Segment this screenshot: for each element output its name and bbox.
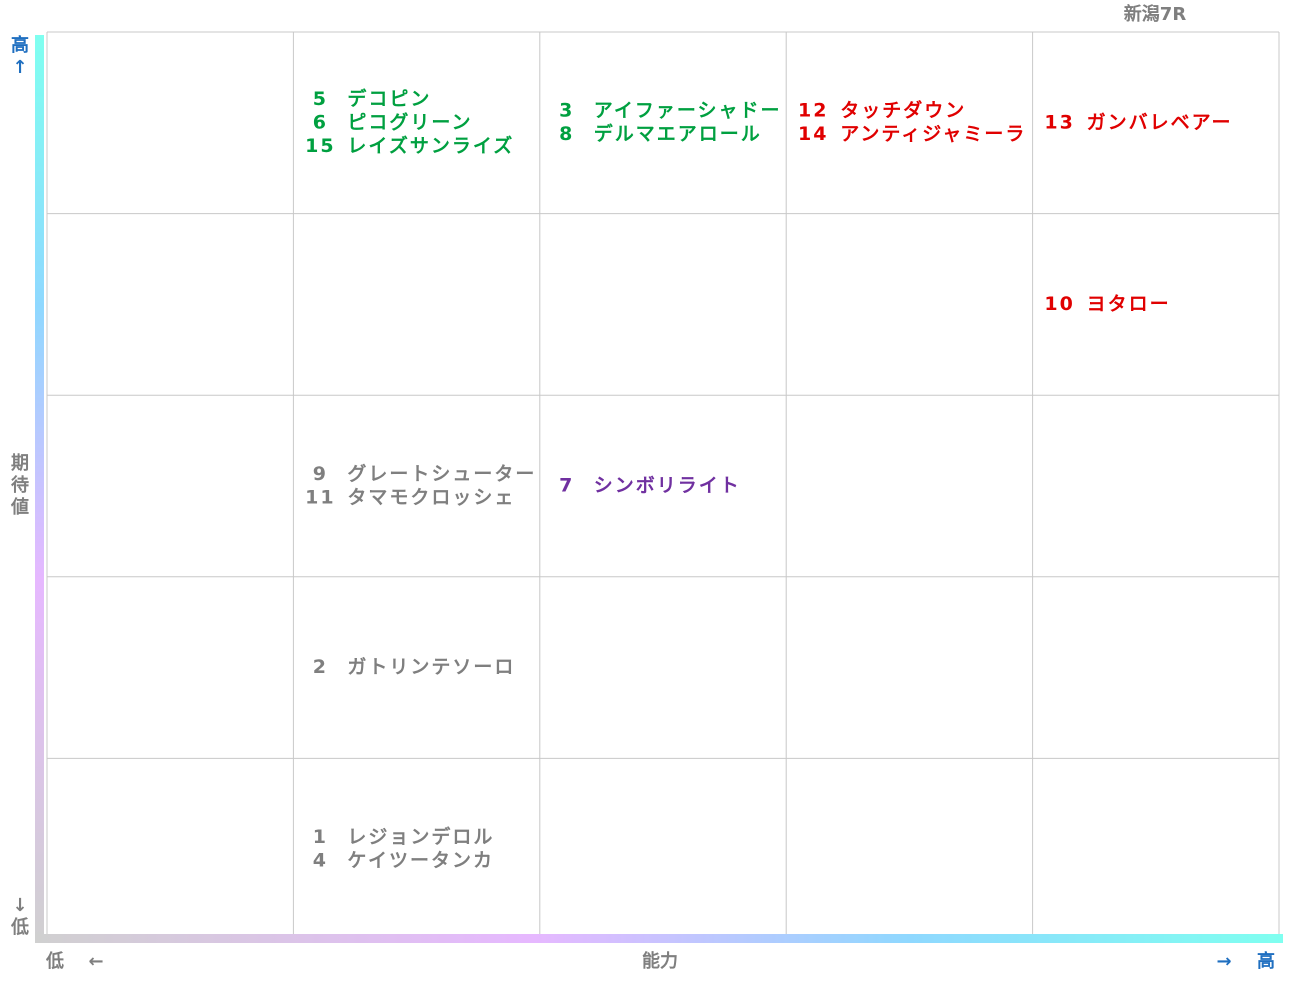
- labels: 5 デコピン 6 ピコグリーン 15 レイズサンライズ 3 アイファーシャドー 8 デルマエアロー…: [10, 34, 1233, 938]
- entry-number: 10: [1044, 293, 1074, 315]
- entry-name: アイファーシャドー: [594, 100, 782, 122]
- y-label: 期: [11, 453, 29, 474]
- entry-number: 2: [313, 656, 328, 678]
- entry-name: ピコグリーン: [347, 110, 472, 133]
- x-high: 高: [1257, 950, 1275, 972]
- entry-name: デルマエアロール: [594, 122, 762, 145]
- entry-number: 1: [313, 826, 328, 848]
- entry-number: 11: [305, 486, 335, 508]
- y-axis-bar: [35, 35, 44, 942]
- entry-number: 3: [559, 100, 574, 122]
- x-low: 低: [45, 950, 64, 972]
- entry-number: 15: [305, 135, 335, 157]
- entry-name: タマモクロッシェ: [347, 486, 515, 508]
- entry-name: シンボリライト: [594, 475, 741, 497]
- y-low: ↓: [12, 895, 27, 916]
- entry-name: ガトリンテソーロ: [347, 656, 515, 678]
- entry-number: 8: [559, 123, 574, 145]
- y-high: ↑: [12, 57, 27, 78]
- entry-name: ガンバレベアー: [1087, 111, 1233, 133]
- entry-number: 7: [559, 475, 574, 497]
- entry-number: 6: [313, 111, 328, 133]
- x-axis-bar: [35, 934, 1283, 943]
- entry-name: グレートシューター: [347, 462, 536, 485]
- entry-number: 5: [313, 88, 328, 110]
- entry-name: ケイツータンカ: [347, 849, 494, 871]
- x-left-arrow: ←: [88, 951, 103, 972]
- x-right-arrow: →: [1216, 951, 1231, 972]
- entry-name: アンティジャミーラ: [840, 123, 1026, 145]
- x-label: 能力: [642, 950, 678, 972]
- entry-number: 9: [313, 463, 328, 485]
- title: 新潟7R: [1124, 3, 1187, 25]
- y-label: 待: [11, 474, 29, 496]
- entry-number: 13: [1044, 111, 1074, 133]
- y-label: 値: [10, 496, 29, 518]
- entry-number: 14: [798, 123, 828, 145]
- entry-number: 12: [798, 100, 828, 122]
- entry-name: レジョンデロル: [347, 825, 494, 848]
- entry-name: ヨタロー: [1087, 293, 1171, 315]
- y-high: 高: [11, 34, 29, 56]
- y-low: 低: [10, 916, 29, 938]
- entry-name: レイズサンライズ: [347, 134, 514, 157]
- entry-number: 4: [313, 849, 328, 871]
- entry-name: タッチダウン: [840, 99, 966, 122]
- entry-name: デコピン: [347, 87, 431, 110]
